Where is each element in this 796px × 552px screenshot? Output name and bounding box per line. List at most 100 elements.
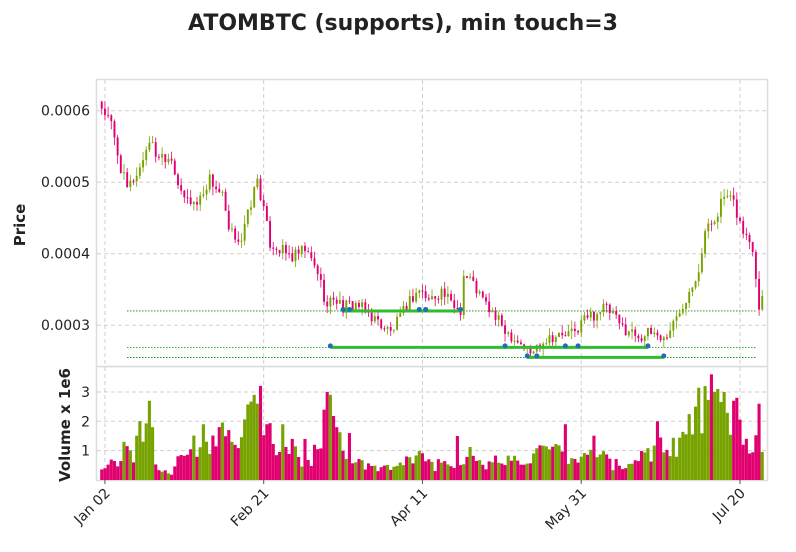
volume-bar <box>465 456 469 480</box>
candle-body <box>304 245 306 252</box>
x-tick-label: Apr 11 <box>387 486 431 530</box>
candle-body <box>313 258 316 266</box>
candle-body <box>713 221 716 224</box>
volume-bar <box>408 457 412 480</box>
candle-body <box>335 299 338 304</box>
volume-bar <box>220 422 224 480</box>
candle-body <box>735 199 738 218</box>
candle-body <box>478 291 481 294</box>
candle-body <box>307 251 310 253</box>
candles <box>100 100 764 357</box>
candle-body <box>551 335 554 342</box>
candle-body <box>707 223 710 232</box>
volume-bar <box>103 468 107 480</box>
candle-body <box>675 316 678 321</box>
candle-body <box>678 312 681 317</box>
volume-bar <box>224 436 228 480</box>
candle-body <box>278 250 281 254</box>
volume-bar <box>131 462 136 480</box>
volume-bar <box>322 409 326 480</box>
candle-body <box>116 137 119 156</box>
volume-y-tick-label: 3 <box>81 385 90 401</box>
candle-body <box>700 253 703 273</box>
volume-bar <box>468 446 472 480</box>
candle-body <box>710 223 713 225</box>
candle-body <box>183 190 186 198</box>
volume-bar <box>436 459 440 480</box>
candle-body <box>377 316 379 320</box>
candle-body <box>351 301 354 310</box>
volume-bar <box>179 455 183 480</box>
volume-bar <box>306 460 310 480</box>
volume-bar <box>373 465 377 480</box>
volume-bar <box>617 465 621 480</box>
candle-body <box>189 197 192 204</box>
volume-bar <box>195 456 199 480</box>
volume-bar <box>332 415 336 480</box>
volume-bar <box>185 454 190 480</box>
volume-bar <box>325 391 329 480</box>
candle-body <box>240 240 243 242</box>
support-touch-marker <box>416 306 422 312</box>
candle-body <box>666 337 668 339</box>
candle-body <box>370 312 373 322</box>
volume-bar <box>678 437 682 480</box>
volume-bar <box>535 448 539 480</box>
candle-body <box>246 209 249 224</box>
candle-body <box>723 196 726 199</box>
candle-body <box>323 279 325 302</box>
candle-body <box>215 186 218 189</box>
volume-bar <box>713 391 717 480</box>
volume-bar <box>316 449 320 480</box>
candle-body <box>488 301 491 313</box>
candle-body <box>529 347 532 354</box>
candle-body <box>516 340 519 343</box>
candle-body <box>545 343 548 345</box>
candle-body <box>513 340 516 342</box>
volume-bar <box>455 435 459 480</box>
candle-body <box>151 142 154 144</box>
candle-body <box>418 290 421 293</box>
volume-bar <box>122 441 126 480</box>
support-touch-marker <box>423 306 429 312</box>
candle-body <box>608 304 611 314</box>
candle-body <box>431 296 433 300</box>
volume-bar <box>385 464 390 480</box>
volume-bar <box>659 437 663 480</box>
candle-body <box>110 115 113 122</box>
volume-bar <box>395 465 399 480</box>
candle-body <box>510 332 513 342</box>
candle-body <box>145 149 148 161</box>
volume-bar <box>354 462 358 480</box>
candle-body <box>332 297 335 300</box>
candle-body <box>564 335 567 337</box>
candle-body <box>704 231 707 254</box>
candle-body <box>338 300 341 304</box>
volume-axis-label: Volume x 1e6 <box>56 368 74 482</box>
x-tick-labels: Jan 02 Feb 21 Apr 11 May 31 Jul 20 <box>71 480 749 533</box>
support-touch-marker <box>327 343 333 349</box>
volume-bar <box>443 461 447 480</box>
volume-bar <box>643 452 647 480</box>
candle-body <box>180 185 183 191</box>
volume-bar <box>138 421 142 480</box>
candle-body <box>627 331 630 336</box>
candle-body <box>348 300 351 302</box>
volume-bar <box>649 461 653 480</box>
candle-body <box>345 300 348 313</box>
price-y-tick-label: 0.0004 <box>41 247 90 263</box>
candle-body <box>650 327 653 335</box>
candle-body <box>586 315 589 318</box>
volume-bar <box>182 455 186 480</box>
candle-body <box>186 197 189 199</box>
volume-bar <box>112 460 117 480</box>
candle-body <box>558 332 560 338</box>
support-touch-marker <box>575 343 581 349</box>
candle-body <box>691 287 694 292</box>
volume-bar <box>668 456 672 480</box>
volume-bar <box>576 462 580 480</box>
candle-body <box>681 308 684 313</box>
candle-body <box>256 178 259 188</box>
volume-bar <box>744 438 748 480</box>
volume-bar <box>598 454 602 480</box>
